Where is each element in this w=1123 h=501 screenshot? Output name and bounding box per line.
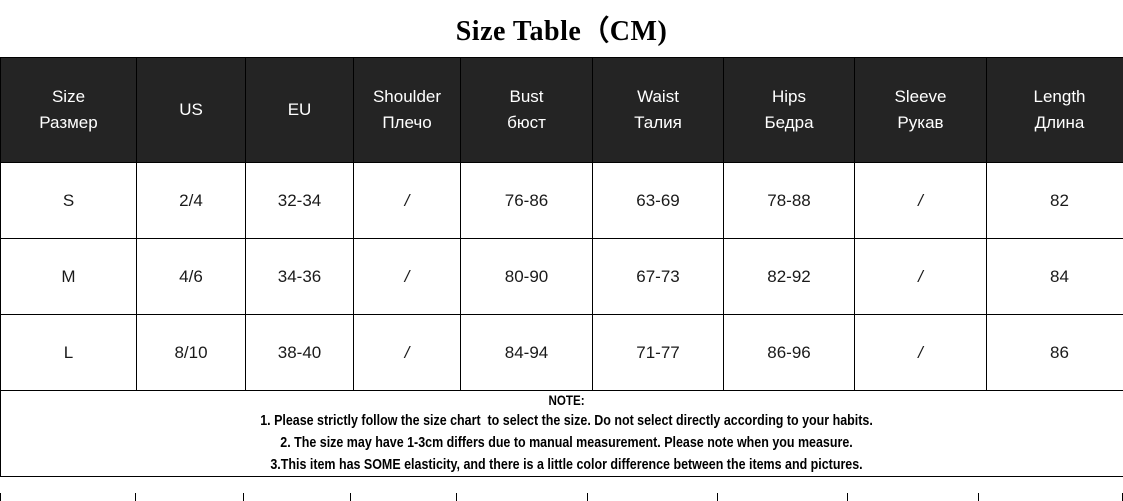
page-title: Size Table（CM) <box>455 15 668 47</box>
cell-length: 82 <box>986 162 1123 239</box>
next-table-column-stub <box>0 493 1123 501</box>
column-header-shoulder: Shoulder Плечо <box>353 57 461 163</box>
header-label-en: Shoulder <box>372 86 442 106</box>
cell-sleeve: / <box>854 238 987 315</box>
cell-shoulder: / <box>353 162 461 239</box>
header-label-en: Length <box>1033 86 1086 106</box>
header-label-ru: бюст <box>507 113 546 132</box>
header-row: Size Размер US EU Shoulder Плечо Bust бю… <box>0 57 1123 163</box>
stub-segment <box>717 493 847 501</box>
stub-segment <box>456 493 587 501</box>
size-chart-table: Size Размер US EU Shoulder Плечо Bust бю… <box>0 57 1123 478</box>
cell-size: S <box>0 162 137 239</box>
header-label-ru: Талия <box>634 113 682 132</box>
page-title-bar: Size Table（CM) <box>0 0 1123 57</box>
header-label-en: Bust <box>509 86 544 106</box>
header-label-ru: Бедра <box>764 113 814 132</box>
cell-eu: 32-34 <box>245 162 354 239</box>
table-row: S 2/4 32-34 / 76-86 63-69 78-88 / 82 <box>0 162 1123 239</box>
note-line-2: 2. The size may have 1-3cm differs due t… <box>280 435 853 452</box>
column-header-waist: Waist Талия <box>592 57 724 163</box>
column-header-size: Size Размер <box>0 57 137 163</box>
header-label-en: Size <box>51 86 86 106</box>
cell-bust: 76-86 <box>460 162 593 239</box>
cell-waist: 63-69 <box>592 162 724 239</box>
cell-sleeve: / <box>854 314 987 391</box>
stub-segment <box>243 493 350 501</box>
cell-us: 8/10 <box>136 314 246 391</box>
column-header-sleeve: Sleeve Рукав <box>854 57 987 163</box>
cell-bust: 84-94 <box>460 314 593 391</box>
header-label-ru: Плечо <box>382 113 432 132</box>
note-line-3: 3.This item has SOME elasticity, and the… <box>270 457 863 474</box>
cell-size: L <box>0 314 137 391</box>
column-header-us: US <box>136 57 246 163</box>
header-label-en: Hips <box>771 86 806 106</box>
header-label-ru: Длина <box>1034 113 1085 132</box>
cell-length: 84 <box>986 238 1123 315</box>
stub-segment <box>847 493 978 501</box>
cell-size: M <box>0 238 137 315</box>
header-label-en: Waist <box>637 86 679 106</box>
stub-segment <box>978 493 1123 501</box>
cell-shoulder: / <box>353 314 461 391</box>
cell-eu: 34-36 <box>245 238 354 315</box>
table-body: S 2/4 32-34 / 76-86 63-69 78-88 / 82 M 4… <box>0 162 1123 478</box>
cell-length: 86 <box>986 314 1123 391</box>
column-header-hips: Hips Бедра <box>723 57 855 163</box>
cell-hips: 86-96 <box>723 314 855 391</box>
cell-us: 2/4 <box>136 162 246 239</box>
table-header: Size Размер US EU Shoulder Плечо Bust бю… <box>0 57 1123 163</box>
stub-segment <box>587 493 717 501</box>
cell-shoulder: / <box>353 238 461 315</box>
stub-segment <box>350 493 456 501</box>
header-label-ru: Размер <box>39 113 98 132</box>
header-label-en: Sleeve <box>894 86 947 106</box>
cell-bust: 80-90 <box>460 238 593 315</box>
table-row: M 4/6 34-36 / 80-90 67-73 82-92 / 84 <box>0 238 1123 315</box>
note-title: NOTE: <box>548 393 585 408</box>
note-line-1: 1. Please strictly follow the size chart… <box>260 413 873 430</box>
column-header-eu: EU <box>245 57 354 163</box>
stub-segment <box>0 493 135 501</box>
cell-hips: 82-92 <box>723 238 855 315</box>
cell-hips: 78-88 <box>723 162 855 239</box>
cell-waist: 71-77 <box>592 314 724 391</box>
note-row: NOTE: 1. Please strictly follow the size… <box>0 389 1123 478</box>
stub-segment <box>135 493 243 501</box>
header-label-en: EU <box>287 99 312 119</box>
cell-sleeve: / <box>854 162 987 239</box>
header-label-en: US <box>179 99 203 119</box>
cell-waist: 67-73 <box>592 238 724 315</box>
header-label-ru: Рукав <box>897 113 944 132</box>
note-section: NOTE: 1. Please strictly follow the size… <box>0 389 1123 478</box>
table-row: L 8/10 38-40 / 84-94 71-77 86-96 / 86 <box>0 314 1123 391</box>
column-header-length: Length Длина <box>986 57 1123 163</box>
column-header-bust: Bust бюст <box>460 57 593 163</box>
cell-eu: 38-40 <box>245 314 354 391</box>
cell-us: 4/6 <box>136 238 246 315</box>
